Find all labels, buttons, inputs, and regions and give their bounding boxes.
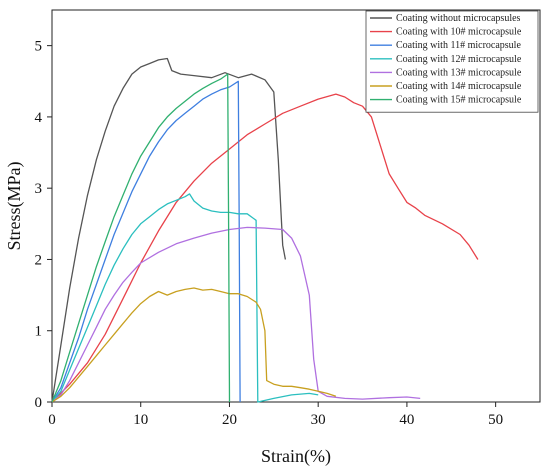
y-tick-label: 2	[35, 252, 43, 268]
series-line-10-microcapsule	[51, 93, 479, 403]
y-tick-label: 0	[35, 395, 43, 411]
legend-entry: Coating with 10# microcapsule	[396, 27, 522, 38]
series-line-12-microcapsule	[51, 193, 319, 403]
x-tick-label: 40	[399, 412, 414, 428]
legend-entry: Coating with 14# microcapsule	[396, 81, 522, 92]
series-line-14-microcapsule	[51, 287, 337, 403]
x-tick-label: 0	[48, 412, 56, 428]
legend-entry: Coating with 13# microcapsule	[396, 67, 522, 78]
legend-entry: Coating with 15# microcapsule	[396, 95, 522, 106]
x-tick-label: 30	[311, 412, 326, 428]
series-line-11-microcapsule	[51, 80, 241, 403]
legend-entry: Coating with 12# microcapsule	[396, 54, 522, 65]
series-layer	[51, 57, 479, 403]
series-line-13-microcapsule	[51, 226, 421, 403]
x-tick-label: 50	[488, 412, 503, 428]
plot-frame	[51, 9, 541, 403]
legend-box	[365, 10, 539, 113]
y-tick-label: 4	[35, 110, 43, 126]
series-line-without-microcapsules	[51, 57, 287, 403]
plot-area: 0 10 20 30 40 50 0 1 2 3 4 5	[35, 9, 541, 428]
y-tick-label: 1	[35, 324, 43, 340]
legend-entry: Coating without microcapsules	[396, 13, 521, 24]
y-tick-label: 5	[35, 39, 43, 55]
x-axis-title: Strain(%)	[261, 446, 331, 467]
legend-entry: Coating with 11# microcapsule	[396, 40, 521, 51]
y-axis-title: Stress(MPa)	[4, 161, 25, 250]
y-tick-label: 3	[35, 181, 43, 197]
legend: Coating without microcapsules Coating wit…	[365, 10, 539, 113]
x-tick-label: 20	[222, 412, 237, 428]
series-line-15-microcapsule	[51, 73, 231, 403]
x-tick-label: 10	[133, 412, 148, 428]
ticks-layer: 0 10 20 30 40 50 0 1 2 3 4 5	[35, 39, 504, 428]
